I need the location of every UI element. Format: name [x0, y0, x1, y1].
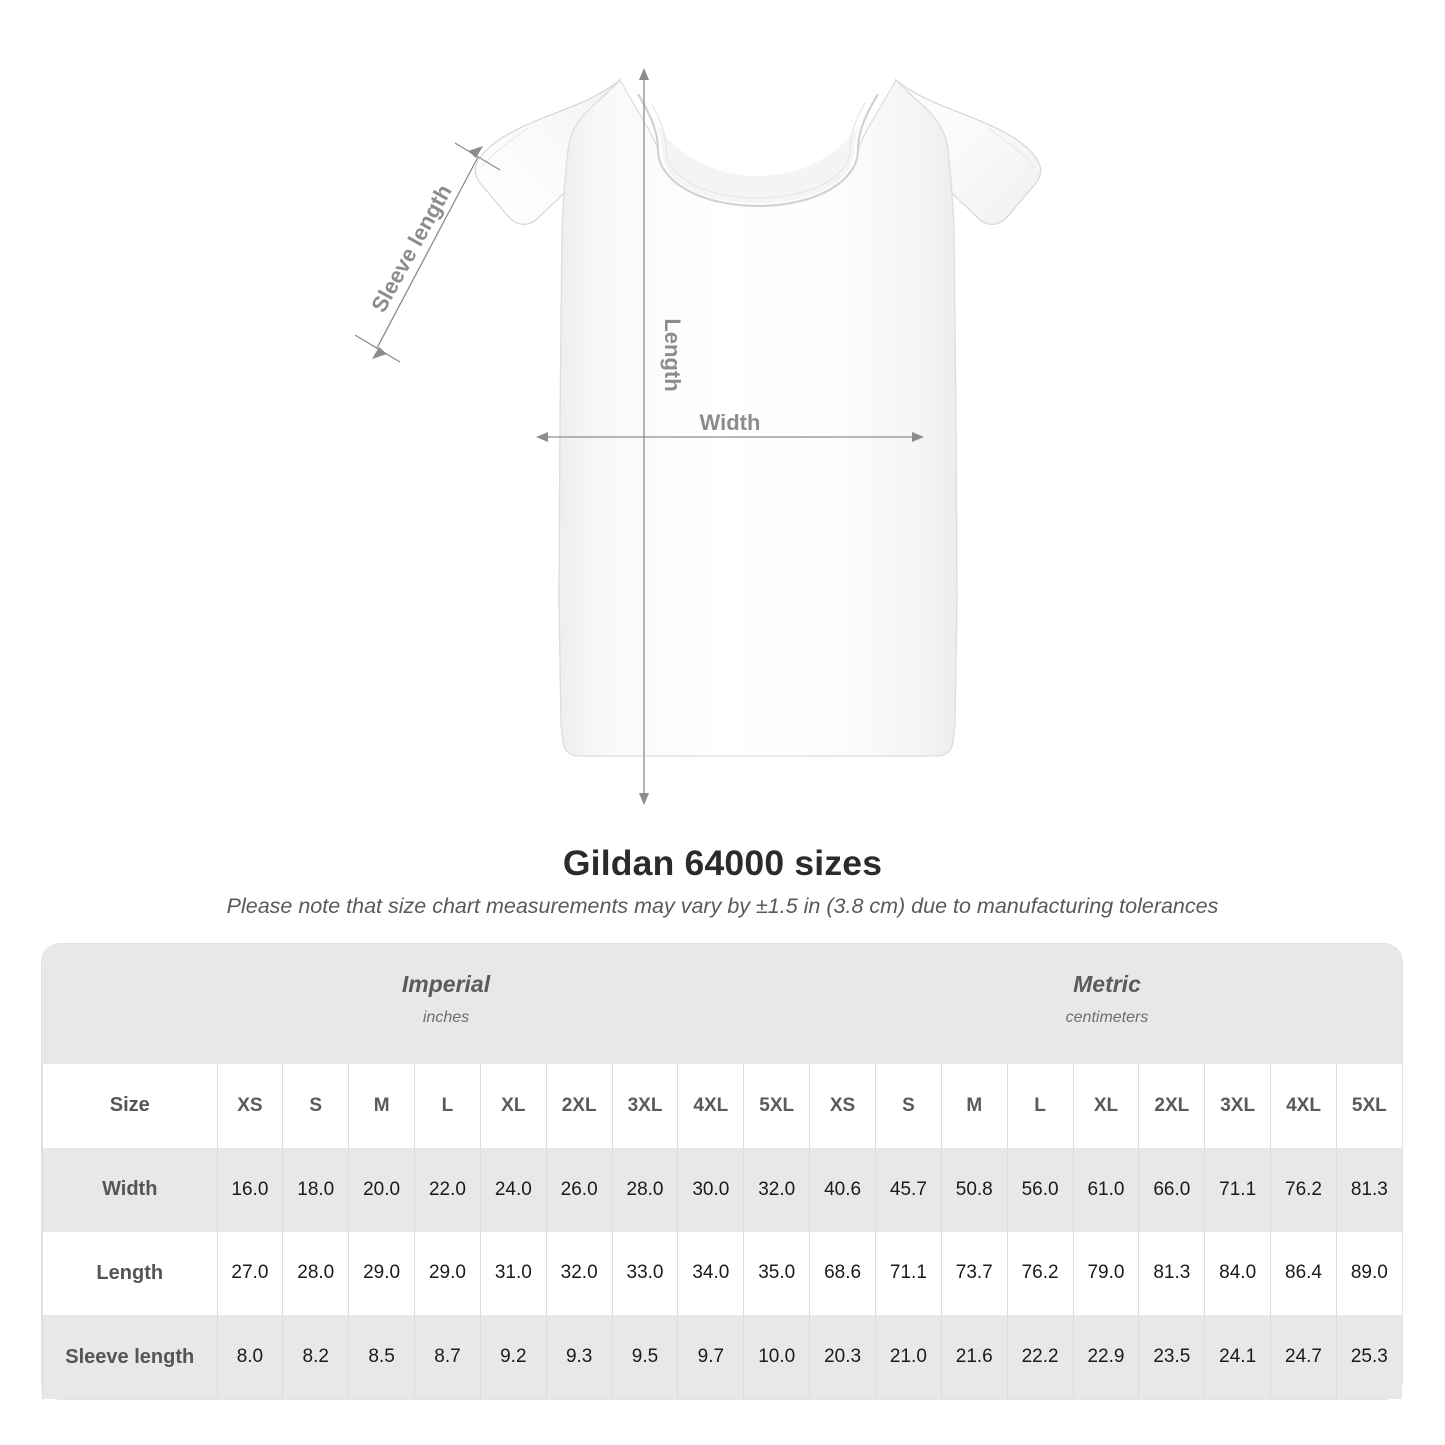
- svg-text:Width: Width: [700, 410, 761, 435]
- svg-text:Length: Length: [660, 318, 685, 391]
- svg-text:Sleeve length: Sleeve length: [366, 180, 457, 316]
